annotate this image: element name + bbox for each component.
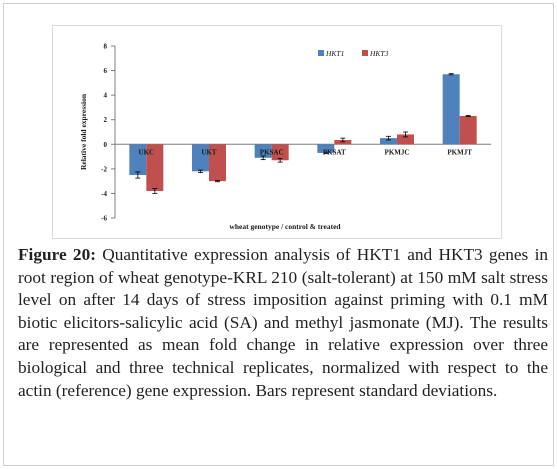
category-label: PKSAC — [260, 148, 284, 156]
chart-area: -6 -4 -2 0 2 4 6 8 UKC UKT PKSAC PKSAT PKMJC PKMJT Rel… — [52, 25, 502, 239]
bar-hkt3-ukc — [146, 144, 164, 191]
bar-hkt1-ukc — [129, 144, 147, 175]
bar-hkt3-ukt — [209, 144, 226, 182]
category-label: UKC — [139, 148, 155, 156]
bar-hkt1-pkmjt — [442, 74, 460, 145]
figure-caption: Figure 20: Quantitative expression analy… — [18, 244, 548, 402]
category-label: UKT — [201, 148, 217, 156]
y-tick-label: 8 — [104, 43, 108, 51]
legend-label-hkt3: HKT3 — [369, 49, 389, 58]
y-tick-label: -2 — [101, 165, 107, 173]
figure-label: Figure 20: — [18, 245, 96, 264]
y-tick-label: -4 — [101, 190, 107, 198]
bar-hkt3-pkmjc — [397, 134, 414, 145]
bar-hkt1-pksac — [254, 144, 272, 158]
category-label: PKSAT — [323, 148, 346, 156]
bar-hkt3-pkmjt — [459, 116, 477, 145]
y-tick-label: 6 — [104, 67, 108, 75]
legend-swatch-hkt1 — [318, 50, 324, 56]
bar-hkt1-pksat — [317, 144, 335, 153]
y-tick-label: -6 — [101, 215, 107, 223]
y-tick-label: 0 — [104, 141, 108, 149]
y-axis-title: Relative fold expression — [79, 93, 88, 170]
legend-label-hkt1: HKT1 — [325, 49, 344, 58]
category-label: PKMJT — [447, 148, 472, 156]
bar-hkt1-ukt — [192, 144, 209, 172]
category-label: PKMJC — [385, 148, 410, 156]
caption-text: Quantitative expression analysis of HKT1… — [18, 245, 549, 400]
legend-swatch-hkt3 — [362, 50, 368, 56]
bar-hkt3-pksac — [271, 144, 289, 161]
y-tick-label: 2 — [104, 116, 108, 124]
figure-frame: -6 -4 -2 0 2 4 6 8 UKC UKT PKSAC PKSAT PKMJC PKMJT Rel… — [3, 3, 554, 466]
y-tick-label: 4 — [104, 92, 108, 100]
bar-chart: -6 -4 -2 0 2 4 6 8 UKC UKT PKSAC PKSAT PKMJC PKMJT Rel… — [79, 43, 491, 231]
x-axis-title: wheat genotype / control & treated — [229, 222, 341, 231]
bar-hkt1-pkmjc — [380, 138, 397, 145]
